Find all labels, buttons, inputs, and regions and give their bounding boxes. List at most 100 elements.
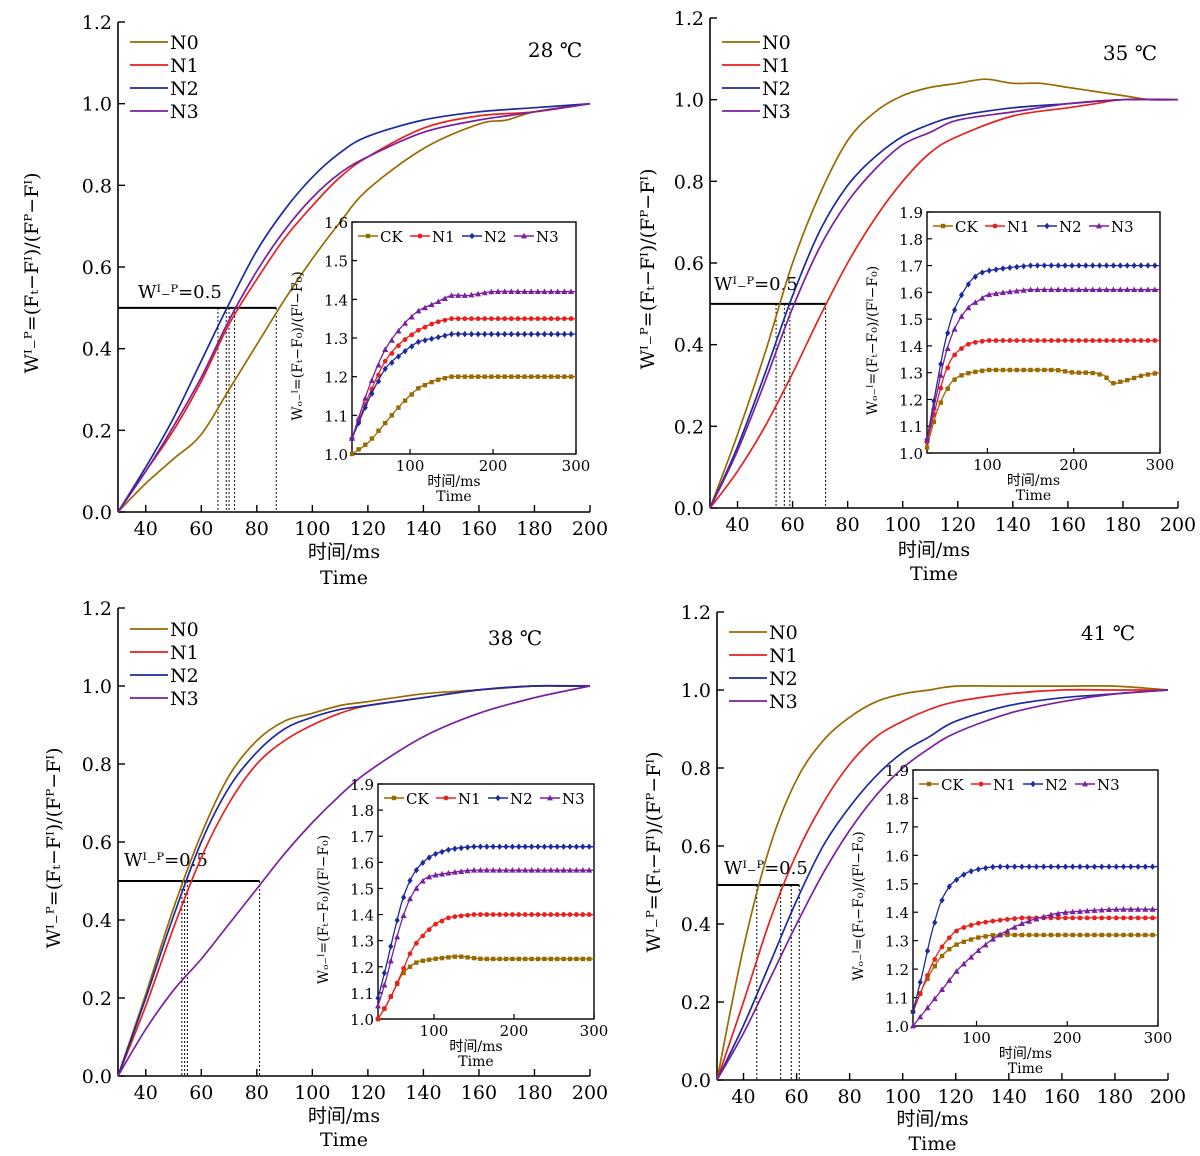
series-line-N3: [117, 685, 591, 1077]
inset-marker-N1: [1138, 338, 1144, 343]
inset-y-tick-label: 1.5: [899, 311, 923, 329]
inset-marker-N2: [435, 334, 441, 341]
inset-marker-CK: [973, 369, 978, 375]
inset-marker-N2: [1135, 863, 1141, 870]
inset-marker-N2: [465, 844, 471, 851]
x-tick-label: 100: [294, 1082, 330, 1104]
inset-marker-N3: [419, 877, 426, 884]
inset-marker-N1: [1070, 915, 1076, 921]
inset-marker-N2: [965, 281, 972, 288]
inset-marker-N2: [1117, 262, 1123, 269]
inset-marker-N2: [961, 871, 967, 878]
inset-marker-CK: [980, 368, 985, 373]
inset-marker-N2: [503, 843, 509, 850]
inset-marker-N1: [1035, 338, 1040, 343]
inset-marker-N2: [495, 330, 501, 338]
inset-marker-N1: [516, 912, 522, 917]
inset-marker-CK: [959, 373, 964, 378]
inset-marker-N2: [407, 877, 413, 884]
x-tick-label: 140: [991, 1086, 1027, 1108]
inset-marker-N3: [428, 301, 435, 308]
x-tick-label: 200: [1150, 1086, 1186, 1108]
inset-marker-CK: [986, 367, 992, 373]
inset-marker-N3: [382, 346, 389, 352]
inset-marker-N3: [413, 885, 420, 891]
y-tick-label: 1.0: [674, 90, 704, 112]
inset-marker-CK: [465, 955, 470, 960]
inset-marker-N2: [567, 843, 573, 850]
inset-marker-CK: [925, 976, 930, 981]
inset-marker-CK: [1114, 932, 1119, 938]
inset-marker-N2: [535, 330, 541, 338]
inset-marker-N3: [422, 304, 429, 311]
inset-marker-CK: [509, 374, 514, 379]
inset-marker-CK: [422, 382, 428, 388]
inset-marker-N3: [483, 866, 490, 873]
inset-marker-N1: [429, 321, 435, 327]
inset-marker-N1: [535, 316, 541, 322]
x-axis-label-en: Time: [910, 563, 958, 585]
inset-marker-N2: [568, 330, 574, 338]
inset-y-tick-label: 1.9: [899, 204, 923, 222]
inset-y-tick-label: 1.6: [899, 284, 923, 302]
inset-marker-N1: [1004, 917, 1010, 922]
inset-y-tick-label: 1.6: [350, 854, 374, 872]
inset-marker-N2: [1007, 264, 1013, 271]
inset-y-tick-label: 1.3: [350, 933, 374, 951]
y-tick-label: 0.6: [674, 253, 704, 275]
inset-marker-N3: [1135, 906, 1142, 912]
inset-marker-N1: [554, 912, 560, 917]
x-tick-label: 60: [189, 1082, 213, 1104]
inset-marker-CK: [961, 939, 967, 945]
inset-marker-N2: [522, 843, 528, 850]
inset-marker-N3: [1076, 908, 1083, 914]
inset-legend-label-N3: N3: [562, 790, 585, 808]
inset-marker-N1: [490, 912, 496, 917]
inset-marker-CK: [495, 374, 501, 379]
inset-marker-N3: [495, 288, 502, 294]
inset-marker-N3: [924, 436, 930, 443]
inset-marker-N2: [1000, 265, 1006, 272]
x-tick-label: 40: [725, 514, 749, 536]
inset-marker-N2: [362, 404, 368, 411]
inset-marker-CK: [1106, 932, 1112, 938]
inset-marker-N3: [1089, 286, 1096, 293]
inset-marker-CK: [442, 376, 448, 381]
inset-marker-N1: [515, 316, 521, 322]
inset-marker-CK: [1085, 932, 1090, 938]
inset-marker-N1: [465, 912, 470, 918]
inset-marker-N2: [1083, 262, 1089, 269]
inset-marker-N3: [458, 868, 465, 874]
inset-marker-N3: [930, 404, 937, 410]
inset-marker-N1: [382, 358, 388, 364]
inset-marker-N2: [924, 947, 931, 955]
inset-marker-CK: [548, 956, 553, 962]
inset-marker-CK: [1026, 932, 1032, 938]
inset-y-label: Wₒ₋ᴵ=(Fₜ−F₀)/(Fᴵ−F₀): [851, 831, 867, 980]
inset-marker-N1: [1041, 338, 1047, 343]
y-tick-label: 0.6: [681, 836, 711, 858]
inset-marker-CK: [1070, 932, 1075, 938]
inset-marker-CK: [1097, 372, 1102, 377]
inset-marker-N3: [1011, 924, 1018, 930]
inset-marker-N3: [408, 313, 415, 320]
inset-marker-N2: [521, 330, 528, 338]
inset-marker-N1: [1048, 338, 1054, 343]
inset-marker-N2: [1004, 863, 1010, 870]
inset-marker-N1: [475, 316, 481, 322]
inset-marker-CK: [542, 374, 547, 379]
inset-marker-N2: [1106, 863, 1112, 870]
x-tick-label: 40: [134, 1082, 158, 1104]
inset-frame: [926, 211, 1161, 454]
inset-marker-N3: [975, 947, 982, 954]
inset-marker-N1: [925, 972, 930, 978]
inset-x-label-en: Time: [1008, 1061, 1043, 1077]
inset-marker-N2: [548, 330, 554, 338]
inset-marker-N1: [1104, 338, 1109, 343]
inset-marker-N3: [1082, 286, 1089, 293]
inset-marker-N3: [944, 345, 951, 351]
inset-marker-CK: [567, 956, 573, 962]
inset-marker-CK: [1000, 367, 1006, 373]
inset-marker-CK: [1062, 369, 1068, 374]
inset-marker-CK: [966, 371, 971, 376]
